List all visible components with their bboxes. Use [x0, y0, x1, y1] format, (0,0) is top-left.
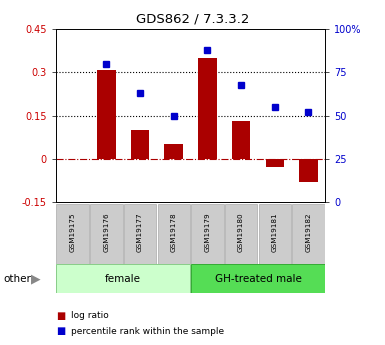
Bar	[124, 204, 156, 264]
Text: percentile rank within the sample: percentile rank within the sample	[71, 327, 224, 336]
Bar	[90, 204, 122, 264]
Text: GSM19181: GSM19181	[272, 213, 278, 252]
Text: ▶: ▶	[31, 272, 41, 285]
Bar	[198, 58, 217, 159]
Text: ■: ■	[56, 311, 65, 321]
Bar	[191, 264, 325, 293]
Bar	[225, 204, 257, 264]
Text: GSM19178: GSM19178	[171, 213, 177, 252]
Bar	[292, 204, 325, 264]
Text: GH-treated male: GH-treated male	[214, 274, 301, 284]
Bar	[299, 159, 318, 182]
Text: log ratio: log ratio	[71, 311, 109, 320]
Bar	[164, 144, 183, 159]
Text: GSM19176: GSM19176	[103, 213, 109, 252]
Text: GSM19177: GSM19177	[137, 213, 143, 252]
Text: GSM19179: GSM19179	[204, 213, 211, 252]
Bar	[97, 70, 115, 159]
Text: ■: ■	[56, 326, 65, 336]
Bar	[157, 204, 190, 264]
Text: GSM19180: GSM19180	[238, 213, 244, 252]
Bar	[266, 159, 284, 167]
Text: female: female	[105, 274, 141, 284]
Bar	[57, 264, 190, 293]
Text: GSM19175: GSM19175	[70, 213, 76, 252]
Bar	[259, 204, 291, 264]
Bar	[191, 204, 224, 264]
Bar	[232, 121, 250, 159]
Bar	[57, 204, 89, 264]
Bar	[131, 130, 149, 159]
Text: other: other	[4, 274, 32, 284]
Text: GSM19182: GSM19182	[305, 213, 311, 252]
Text: GDS862 / 7.3.3.2: GDS862 / 7.3.3.2	[136, 12, 249, 25]
